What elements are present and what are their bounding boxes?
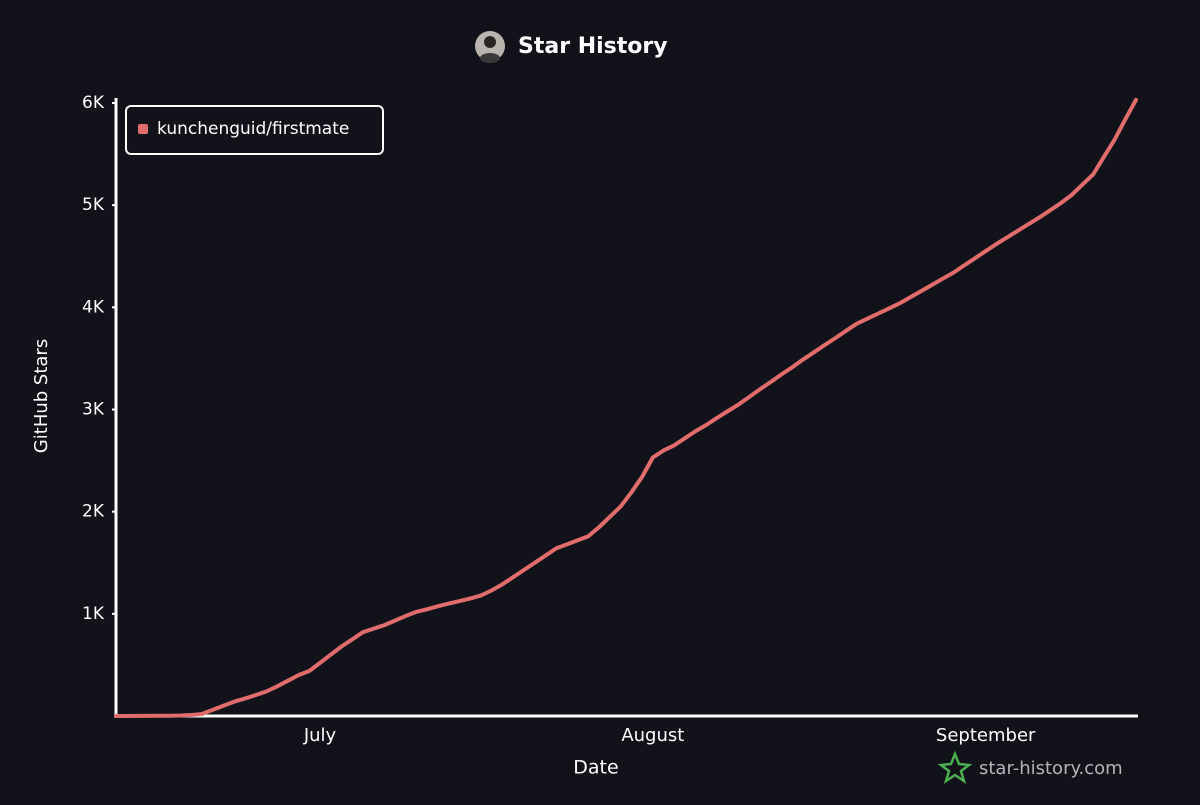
legend-box	[125, 105, 384, 155]
y-tick-label: 5K	[82, 195, 105, 215]
y-axis-label: GitHub Stars	[31, 339, 52, 453]
y-tick-label: 4K	[82, 297, 105, 317]
x-tick-label: September	[936, 725, 1036, 746]
legend-swatch	[138, 124, 148, 134]
watermark: star-history.com	[937, 750, 1123, 784]
watermark-logo	[937, 750, 973, 784]
x-tick-label: August	[621, 725, 684, 746]
series-line	[114, 97, 1138, 718]
x-axis-label: Date	[573, 757, 618, 779]
avatar	[475, 31, 505, 63]
y-tick-label: 1K	[82, 604, 105, 624]
x-tick-label: July	[303, 725, 337, 746]
legend-label: kunchenguid/firstmate	[157, 119, 349, 139]
chart-title: Star History	[518, 34, 668, 59]
avatar-body	[480, 53, 500, 63]
y-tick-label: 6K	[82, 93, 105, 113]
legend: kunchenguid/firstmate	[125, 105, 384, 155]
y-tick-label: 3K	[82, 400, 105, 420]
avatar-hair	[484, 36, 496, 48]
y-tick-label: 2K	[82, 502, 105, 522]
watermark-text: star-history.com	[979, 758, 1123, 779]
